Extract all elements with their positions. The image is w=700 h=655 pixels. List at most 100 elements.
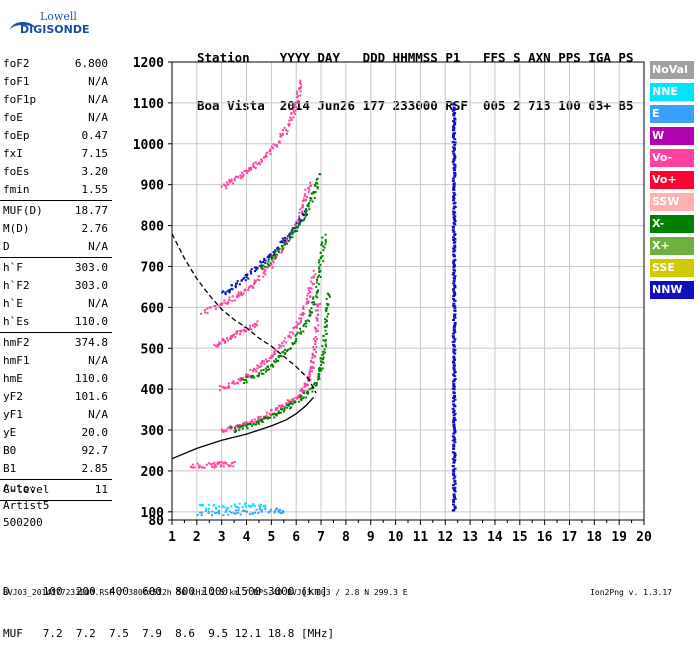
echo-point [452,183,456,186]
echo-point [211,514,213,517]
param-row: hmF1 N/A [0,352,112,370]
echo-point [453,215,457,218]
echo-point [324,329,327,332]
echo-point [318,377,321,380]
echo-point [318,370,321,373]
param-divider [0,200,112,201]
echo-point [274,249,277,252]
echo-point [246,427,249,430]
echo-point [308,309,311,312]
echo-point [238,424,241,426]
echo-point [453,405,457,408]
echo-point [311,192,314,195]
echo-point [293,229,296,232]
echo-point [323,351,326,354]
muf-distance-row: D 100 200 400 600 800 1000 1500 3000 [km… [3,585,328,598]
echo-point [234,509,237,512]
echo-point [315,383,318,386]
echo-point [316,278,319,281]
echo-point [255,370,258,373]
echo-point [293,326,296,329]
echo-point [266,256,269,259]
echo-point [453,323,457,326]
echo-point [452,460,456,463]
echo-point [270,408,273,411]
echo-point [302,391,304,394]
y-tick-label: 1200 [133,56,164,71]
echo-point [249,375,252,378]
echo-point [291,342,294,345]
echo-point [261,420,264,423]
echo-point [297,395,300,398]
echo-point [282,246,285,249]
echo-point [320,360,322,363]
echo-point [207,510,210,513]
param-row: B0 92.7 [0,442,112,460]
echo-point [281,405,284,408]
echo-point [303,217,306,220]
echo-point [300,332,303,335]
echo-point [277,411,280,414]
echo-point [278,248,281,250]
muf-value-row: MUF 7.2 7.2 7.5 7.9 8.6 9.5 12.1 18.8 [M… [3,627,335,640]
echo-point [264,269,267,272]
echo-point [284,236,286,239]
echo-point [318,259,321,262]
echo-point [309,311,312,314]
echo-point [453,431,457,434]
echo-point [202,466,205,469]
echo-point [322,350,325,353]
param-label: h`Es [3,315,30,328]
echo-point [239,174,242,177]
echo-point [306,300,309,303]
echo-point [291,232,294,235]
echo-point [322,334,325,337]
echo-point [452,113,456,116]
echo-point [313,197,316,199]
echo-point [305,198,308,201]
echo-point [452,126,456,129]
echo-point [453,193,457,196]
echo-point [245,373,248,376]
echo-point [452,167,456,170]
echo-point [294,229,297,232]
electron-density-profile-line [171,396,315,460]
echo-point [324,240,327,243]
echo-point [324,239,327,242]
echo-point [289,236,292,239]
echo-point [308,208,311,211]
echo-point [453,507,457,510]
echo-point [228,179,231,182]
echo-point [221,430,224,433]
y-tick-label: 400 [141,383,165,398]
echo-point [245,329,247,332]
echo-point [452,152,456,155]
echo-point [255,423,258,426]
echo-point [261,360,264,362]
echo-point [294,400,297,403]
echo-point [319,302,322,305]
echo-point [263,257,266,260]
echo-point [297,400,300,403]
param-row: foF2 6.800 [0,55,112,73]
echo-point [300,317,303,320]
echo-point [284,351,287,354]
echo-point [255,508,258,511]
echo-point [232,182,235,185]
echo-point [256,324,259,327]
trace-nnw [451,102,457,512]
echo-point [253,376,256,379]
echo-point [279,241,282,244]
echo-point [452,436,456,439]
echo-point [256,163,259,166]
x-tick-label: 11 [413,530,429,545]
echo-point [315,351,318,354]
echo-point [266,360,268,363]
echo-point [260,158,263,161]
echo-point [272,353,275,356]
echo-point [452,134,455,137]
echo-point [452,350,456,353]
echo-point [304,211,307,214]
echo-point [273,349,276,352]
param-label: yE [3,426,17,439]
